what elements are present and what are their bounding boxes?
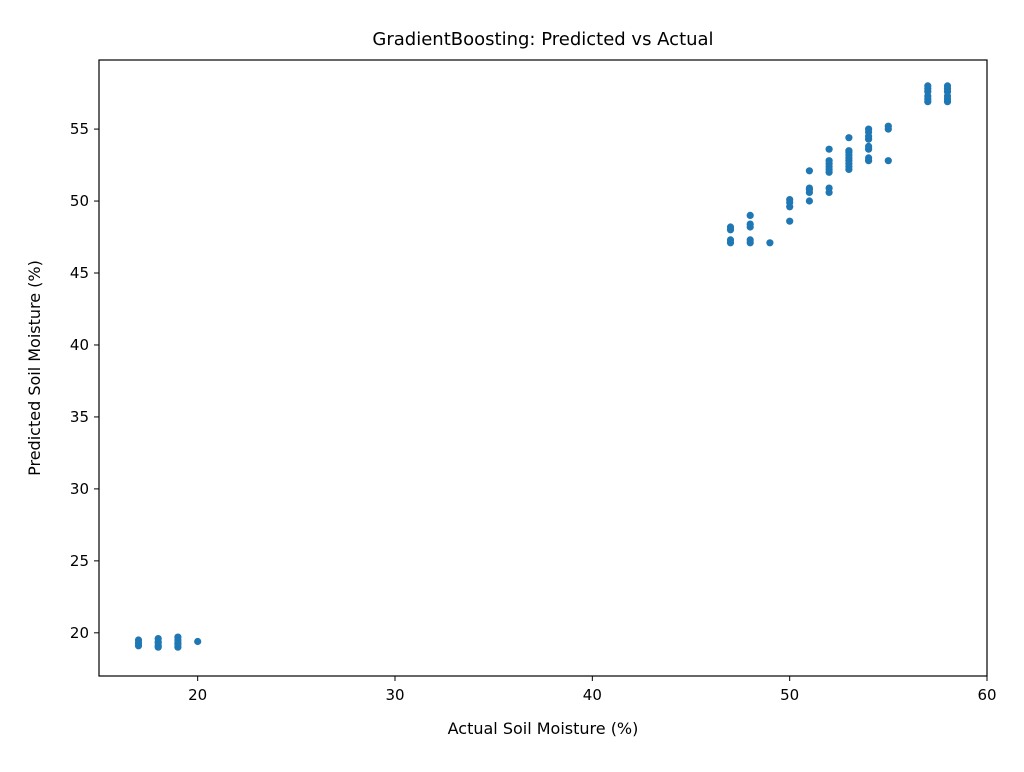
data-point: [746, 211, 754, 219]
data-points: [134, 82, 952, 651]
data-point: [786, 217, 794, 225]
data-point: [726, 223, 735, 231]
y-tick-label: 55: [70, 120, 89, 138]
y-tick-label: 25: [70, 552, 89, 570]
y-tick-label: 45: [70, 264, 89, 282]
y-tick-label: 35: [70, 408, 89, 426]
data-point: [865, 154, 873, 162]
x-axis-label: Actual Soil Moisture (%): [448, 719, 639, 738]
x-tick-label: 20: [188, 686, 207, 704]
data-point: [943, 82, 952, 90]
data-point: [194, 637, 202, 646]
data-point: [766, 239, 774, 247]
data-point: [924, 82, 932, 90]
data-point: [805, 197, 814, 205]
y-axis-label: Predicted Soil Moisture (%): [25, 260, 44, 476]
data-point: [805, 184, 814, 192]
data-point: [825, 184, 833, 192]
x-tick-label: 60: [977, 686, 996, 704]
x-tick-label: 40: [583, 686, 602, 704]
data-point: [154, 635, 162, 643]
data-point: [845, 134, 853, 142]
y-tick-label: 50: [70, 192, 89, 210]
data-point: [726, 236, 735, 244]
data-point: [174, 633, 182, 641]
data-point: [746, 220, 754, 228]
data-point: [134, 636, 143, 644]
data-point: [865, 142, 873, 150]
data-point: [786, 196, 794, 204]
plot-area-frame: [98, 59, 988, 677]
data-point: [884, 157, 892, 165]
x-tick-label: 50: [780, 686, 799, 704]
y-tick-label: 40: [70, 336, 89, 354]
data-point: [884, 122, 892, 130]
x-tick-label: 30: [385, 686, 404, 704]
y-tick-label: 30: [70, 480, 89, 498]
data-point: [805, 167, 814, 175]
data-point: [746, 236, 754, 244]
data-point: [825, 157, 833, 165]
data-point: [865, 125, 873, 133]
data-point: [845, 147, 853, 155]
data-point: [825, 145, 833, 153]
chart-title: GradientBoosting: Predicted vs Actual: [372, 29, 713, 50]
y-tick-label: 20: [70, 624, 89, 642]
x-axis-ticks: 20 30 40 50 60: [188, 676, 997, 704]
y-axis-ticks: 20 25 30 35 40 45 50 55: [70, 120, 99, 642]
